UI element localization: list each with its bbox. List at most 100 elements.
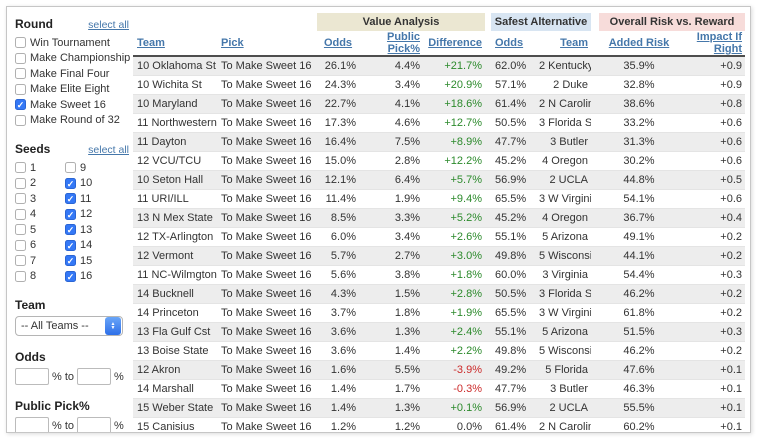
cell-safe-odds: 47.7%	[491, 379, 539, 399]
cell-safe-odds: 49.8%	[491, 341, 539, 361]
sort-safe-team-link[interactable]: Team	[560, 37, 588, 49]
seed-option-6[interactable]: 6	[15, 238, 65, 254]
checkbox-unchecked-icon[interactable]	[15, 68, 26, 80]
sort-public-pick-link[interactable]: Public Pick%	[386, 31, 420, 55]
checkbox-checked-icon[interactable]: ✓	[15, 99, 26, 111]
checkbox-checked-icon[interactable]: ✓	[65, 177, 76, 189]
spacer-cell	[485, 56, 491, 76]
seeds-select-all-link[interactable]: select all	[88, 144, 129, 156]
checkbox-checked-icon[interactable]: ✓	[65, 239, 76, 251]
checkbox-unchecked-icon[interactable]	[15, 255, 26, 267]
checkbox-label: 6	[30, 239, 37, 252]
cell-safe-odds: 57.1%	[491, 75, 539, 95]
odds-max-input[interactable]	[77, 368, 112, 385]
cell-team: 11 URI/ILL	[133, 189, 217, 209]
cell-safe-team: 4 Oregon	[539, 208, 591, 228]
round-option-win-tournament[interactable]: Win Tournament	[15, 35, 129, 51]
cell-safe-team: 3 Florida St	[539, 113, 591, 133]
checkbox-label: 14	[80, 239, 93, 252]
round-option-make-final-four[interactable]: Make Final Four	[15, 66, 129, 82]
checkbox-label: 15	[80, 254, 93, 267]
checkbox-unchecked-icon[interactable]	[15, 270, 26, 282]
cell-safe-odds: 65.5%	[491, 303, 539, 323]
checkbox-unchecked-icon[interactable]	[15, 239, 26, 251]
cell-impact: +0.3	[679, 322, 746, 342]
sort-safe-odds-link[interactable]: Odds	[495, 37, 524, 49]
public-pick-filter-section: Public Pick% % to %	[15, 399, 129, 432]
sort-pick-link[interactable]: Pick	[221, 37, 244, 49]
checkbox-unchecked-icon[interactable]	[65, 162, 76, 174]
checkbox-unchecked-icon[interactable]	[15, 52, 26, 64]
round-select-all-link[interactable]: select all	[88, 19, 129, 31]
seed-option-1[interactable]: 1	[15, 160, 65, 176]
cell-team: 10 Maryland	[133, 94, 217, 114]
sort-difference-link[interactable]: Difference	[428, 37, 482, 49]
seed-option-4[interactable]: 4	[15, 207, 65, 223]
cell-difference: +5.7%	[423, 170, 485, 190]
cell-impact: +0.2	[679, 341, 746, 361]
public-pick-min-input[interactable]	[15, 417, 49, 432]
checkbox-checked-icon[interactable]: ✓	[65, 270, 76, 282]
cell-team: 14 Bucknell	[133, 284, 217, 304]
table-row: 11 Dayton To Make Sweet 16 16.4% 7.5% +8.9% 4…	[133, 132, 746, 152]
sort-odds-link[interactable]: Odds	[323, 37, 353, 49]
cell-pick: To Make Sweet 16	[217, 56, 317, 76]
odds-min-input[interactable]	[15, 368, 49, 385]
checkbox-unchecked-icon[interactable]	[15, 114, 26, 126]
checkbox-unchecked-icon[interactable]	[15, 83, 26, 95]
spacer-cell	[485, 322, 491, 342]
cell-safe-odds: 55.1%	[491, 322, 539, 342]
cell-odds: 4.3%	[317, 284, 359, 304]
sort-impact-link[interactable]: Impact If Right	[696, 31, 743, 55]
cell-pick: To Make Sweet 16	[217, 265, 317, 285]
table-row: 10 Oklahoma St To Make Sweet 16 26.1% 4.4% +…	[133, 56, 746, 76]
seed-option-13[interactable]: ✓ 13	[65, 222, 129, 238]
checkbox-checked-icon[interactable]: ✓	[65, 255, 76, 267]
round-option-make-sweet-16[interactable]: ✓ Make Sweet 16	[15, 97, 129, 113]
cell-added-risk: 31.3%	[599, 132, 679, 152]
checkbox-checked-icon[interactable]: ✓	[65, 193, 76, 205]
checkbox-unchecked-icon[interactable]	[15, 37, 26, 49]
seed-option-2[interactable]: 2	[15, 176, 65, 192]
round-option-make-round-of-32[interactable]: Make Round of 32	[15, 113, 129, 129]
cell-safe-team: 3 Virginia	[539, 265, 591, 285]
checkbox-checked-icon[interactable]: ✓	[65, 224, 76, 236]
seed-option-16[interactable]: ✓ 16	[65, 269, 129, 285]
seed-option-8[interactable]: 8	[15, 269, 65, 285]
seed-option-15[interactable]: ✓ 15	[65, 253, 129, 269]
seed-option-7[interactable]: 7	[15, 253, 65, 269]
round-option-make-elite-eight[interactable]: Make Elite Eight	[15, 82, 129, 98]
checkbox-unchecked-icon[interactable]	[15, 162, 26, 174]
checkbox-unchecked-icon[interactable]	[15, 224, 26, 236]
round-option-make-championship[interactable]: Make Championship	[15, 51, 130, 67]
seed-option-3[interactable]: 3	[15, 191, 65, 207]
sort-team-link[interactable]: Team	[137, 37, 165, 49]
seed-option-11[interactable]: ✓ 11	[65, 191, 129, 207]
seed-option-12[interactable]: ✓ 12	[65, 207, 129, 223]
spacer-cell	[591, 398, 599, 418]
cell-pick: To Make Sweet 16	[217, 303, 317, 323]
cell-difference: +1.8%	[423, 265, 485, 285]
checkbox-unchecked-icon[interactable]	[15, 193, 26, 205]
seed-option-5[interactable]: 5	[15, 222, 65, 238]
cell-team: 12 TX-Arlington	[133, 227, 217, 247]
seed-option-14[interactable]: ✓ 14	[65, 238, 129, 254]
checkbox-label: 9	[80, 161, 87, 174]
checkbox-checked-icon[interactable]: ✓	[65, 208, 76, 220]
checkbox-unchecked-icon[interactable]	[15, 208, 26, 220]
cell-public-pick: 3.4%	[359, 75, 423, 95]
cell-difference: +5.2%	[423, 208, 485, 228]
public-pick-max-input[interactable]	[77, 417, 112, 432]
checkbox-label: 16	[80, 270, 93, 283]
cell-public-pick: 1.8%	[359, 303, 423, 323]
team-select[interactable]: -- All Teams -- ▲ ▼	[15, 316, 123, 336]
cell-difference: +8.9%	[423, 132, 485, 152]
cell-public-pick: 3.3%	[359, 208, 423, 228]
seed-option-10[interactable]: ✓ 10	[65, 176, 129, 192]
checkbox-unchecked-icon[interactable]	[15, 177, 26, 189]
sort-added-risk-link[interactable]: Added Risk	[608, 37, 670, 49]
cell-pick: To Make Sweet 16	[217, 379, 317, 399]
spacer-cell	[485, 75, 491, 95]
seed-option-9[interactable]: 9	[65, 160, 129, 176]
public-pick-filter-title: Public Pick%	[15, 399, 90, 413]
